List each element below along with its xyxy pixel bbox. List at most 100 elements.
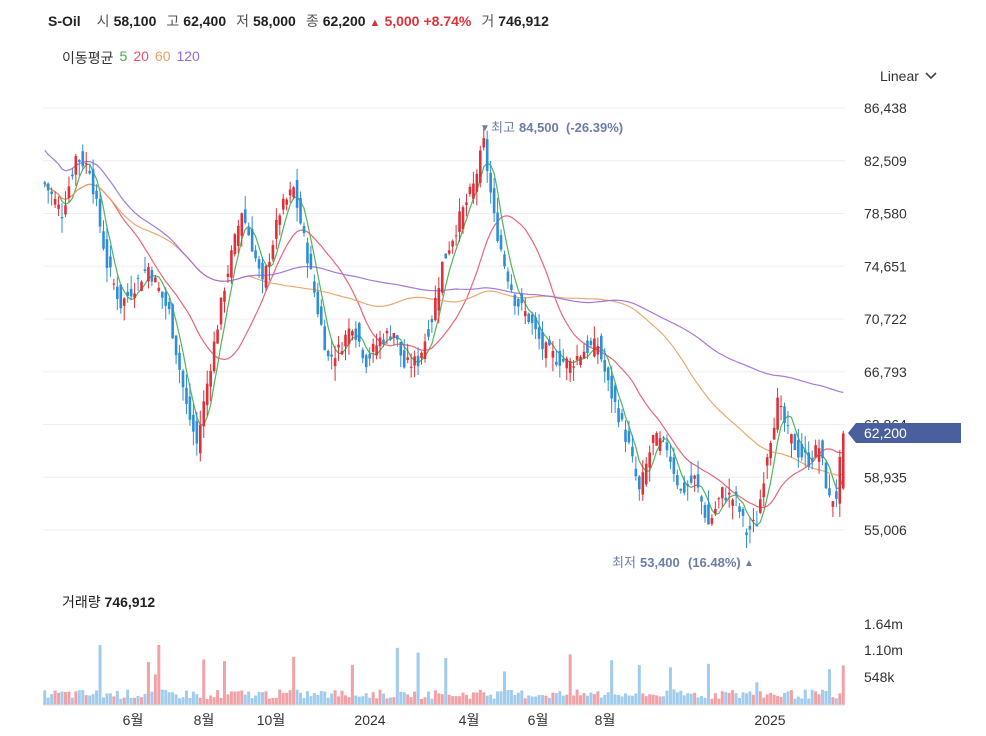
candle-body <box>271 245 275 260</box>
candle <box>810 450 814 470</box>
scale-selector[interactable]: Linear <box>880 68 937 84</box>
candle <box>506 267 510 289</box>
volume-bar <box>264 691 268 705</box>
volume-bar <box>520 690 524 705</box>
candle-body <box>617 408 620 423</box>
volume-bar <box>817 694 821 705</box>
candle-body <box>465 202 468 205</box>
volume-bar <box>530 696 534 705</box>
candle <box>171 303 174 340</box>
candle-body <box>765 457 769 466</box>
candle-body <box>64 205 67 215</box>
candle <box>427 319 430 341</box>
candle-body <box>257 259 261 269</box>
candle <box>420 351 423 365</box>
volume-bar <box>686 693 690 705</box>
candle <box>167 298 171 315</box>
volume-bar <box>807 698 811 705</box>
candle-body <box>437 288 441 311</box>
candle <box>762 472 766 507</box>
volume-bar <box>713 693 717 705</box>
candle <box>696 460 700 493</box>
volume-bar <box>762 697 766 705</box>
candle-body <box>43 182 47 184</box>
candle <box>669 445 672 470</box>
candle-body <box>537 327 541 339</box>
volume-bar <box>91 694 95 705</box>
volume-bar <box>292 656 296 705</box>
open-value: 58,100 <box>113 13 157 29</box>
volume-bar <box>188 697 192 705</box>
candle <box>548 335 551 347</box>
candle-body <box>313 281 316 293</box>
volume-bar <box>786 691 790 705</box>
candle <box>510 274 513 293</box>
volume-bar <box>46 697 50 705</box>
candle-body <box>444 253 448 259</box>
candle <box>513 293 517 315</box>
candle-body <box>824 462 828 489</box>
volume-bar <box>133 697 137 705</box>
volume-bar <box>140 697 144 705</box>
volume-bar <box>195 694 199 705</box>
candle-body <box>195 421 199 444</box>
price-tick-label: 74,651 <box>864 258 907 274</box>
candle <box>682 476 686 496</box>
moving-average-legend[interactable]: 이동평균 5 20 60 120 <box>62 48 200 68</box>
volume-bar <box>444 657 448 705</box>
candle-body <box>665 442 669 451</box>
candle-body <box>164 292 168 306</box>
volume-bar <box>164 689 168 705</box>
volume-bar <box>554 693 558 705</box>
volume-bar <box>461 692 465 705</box>
candle-body <box>506 271 510 282</box>
candle <box>662 435 665 443</box>
ma-60-label[interactable]: 60 <box>154 48 171 64</box>
candle-body <box>714 508 717 514</box>
price-tick-label: 82,509 <box>864 153 907 169</box>
volume-bar <box>727 692 731 705</box>
high-value: 62,400 <box>183 13 227 29</box>
candle-body <box>599 335 603 360</box>
candle-body <box>147 267 150 282</box>
candle-body <box>503 254 506 267</box>
ma-120-label[interactable]: 120 <box>176 48 200 64</box>
candle <box>561 348 565 363</box>
candle-body <box>351 331 354 336</box>
volume-bar <box>250 698 254 705</box>
volume-bar <box>423 697 427 705</box>
candle-body <box>534 317 537 330</box>
volume-bars <box>43 645 845 706</box>
volume-bar <box>506 690 510 705</box>
candle-body <box>402 350 406 368</box>
candle <box>738 503 741 519</box>
candle-body <box>541 332 544 350</box>
volume-bar <box>67 691 71 705</box>
volume-bar <box>668 667 672 705</box>
volume-bar <box>693 692 697 705</box>
candle-body <box>375 345 378 356</box>
ma-20-label[interactable]: 20 <box>133 48 149 64</box>
time-tick-label: 2025 <box>754 712 785 728</box>
price-tick-label: 86,438 <box>864 100 907 116</box>
candle <box>288 181 292 204</box>
volume-bar <box>95 690 99 705</box>
volume-bar <box>489 694 493 705</box>
volume-bar <box>299 692 303 705</box>
ma-5-label[interactable]: 5 <box>119 48 128 64</box>
candle-body <box>638 476 641 490</box>
volume-bar <box>402 692 406 705</box>
candle-body <box>150 270 154 282</box>
volume-bar <box>751 694 755 705</box>
volume-bar <box>171 692 175 705</box>
candle-body <box>651 435 655 443</box>
candle <box>489 160 492 204</box>
candle <box>351 329 354 341</box>
candle <box>745 528 748 548</box>
candle <box>734 485 738 507</box>
price-tick-label: 78,580 <box>864 206 907 222</box>
volume-bar <box>205 698 209 705</box>
candle <box>776 387 779 433</box>
candle-body <box>575 356 579 360</box>
